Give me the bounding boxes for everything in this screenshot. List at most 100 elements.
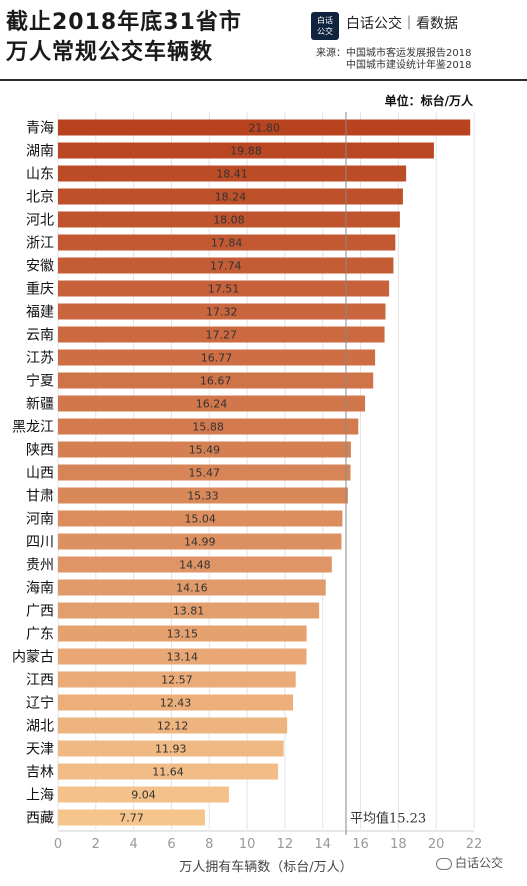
bar-1 — [58, 142, 434, 159]
category-label-27: 天津 — [26, 742, 54, 758]
category-label-5: 浙江 — [26, 236, 54, 252]
value-label-22: 13.15 — [167, 628, 199, 641]
x-tick-label-0: 0 — [54, 837, 62, 852]
bar-25 — [58, 694, 294, 711]
x-tick-label-5: 10 — [239, 837, 256, 852]
category-label-23: 内蒙古 — [12, 650, 54, 666]
value-label-25: 12.43 — [160, 697, 192, 710]
value-label-2: 18.41 — [216, 168, 248, 181]
value-label-13: 15.88 — [192, 421, 224, 434]
category-label-20: 海南 — [26, 581, 54, 597]
bar-16 — [58, 487, 348, 504]
category-label-9: 云南 — [26, 328, 54, 344]
category-label-24: 江西 — [26, 673, 54, 689]
x-tick-label-2: 4 — [129, 837, 137, 852]
value-label-19: 14.48 — [179, 559, 211, 572]
bar-18 — [58, 533, 342, 550]
bar-26 — [58, 717, 288, 734]
x-tick-label-6: 12 — [277, 837, 294, 852]
category-label-17: 河南 — [26, 512, 54, 528]
logo-line-2: 公交 — [317, 27, 333, 36]
brand-name: 白话公交｜看数据 — [346, 16, 458, 32]
category-label-10: 江苏 — [26, 351, 54, 367]
footer-brand-text: 白话公交 — [455, 856, 504, 870]
value-label-6: 17.74 — [210, 260, 242, 273]
value-label-15: 15.47 — [189, 467, 221, 480]
source-line-2: 中国城市建设统计年鉴2018 — [346, 60, 472, 71]
value-label-5: 17.84 — [211, 237, 243, 250]
value-label-11: 16.67 — [200, 375, 232, 388]
bar-20 — [58, 579, 326, 596]
category-label-18: 四川 — [26, 535, 54, 551]
category-label-29: 上海 — [26, 788, 54, 804]
value-label-17: 15.04 — [184, 513, 216, 526]
bar-12 — [58, 395, 366, 412]
bar-21 — [58, 602, 320, 619]
header-divider — [0, 79, 527, 81]
bar-4 — [58, 211, 400, 228]
value-label-26: 12.12 — [157, 720, 189, 733]
bar-15 — [58, 464, 351, 481]
category-label-0: 青海 — [26, 121, 54, 137]
bar-23 — [58, 648, 307, 665]
category-label-21: 广西 — [26, 604, 54, 620]
x-tick-label-4: 8 — [205, 837, 213, 852]
x-tick-label-1: 2 — [92, 837, 100, 852]
value-label-12: 16.24 — [196, 398, 228, 411]
category-label-11: 宁夏 — [26, 373, 54, 390]
bar-14 — [58, 441, 351, 458]
bar-17 — [58, 510, 343, 527]
value-label-16: 15.33 — [187, 490, 219, 503]
bar-8 — [58, 303, 386, 320]
source-line-1: 来源：中国城市客运发展报告2018 — [316, 48, 472, 59]
bar-27 — [58, 740, 284, 757]
bar-19 — [58, 556, 332, 573]
category-label-13: 黑龙江 — [12, 420, 54, 436]
bar-0 — [58, 119, 471, 136]
category-label-26: 湖北 — [26, 719, 54, 735]
category-label-19: 贵州 — [26, 558, 54, 574]
category-label-3: 北京 — [26, 190, 54, 206]
footer-brand: 白话公交 — [436, 854, 503, 871]
x-axis-title: 万人拥有车辆数（标台/万人） — [179, 859, 352, 875]
bar-9 — [58, 326, 385, 343]
x-tick-label-10: 20 — [428, 837, 445, 852]
bar-30 — [58, 809, 205, 826]
wechat-icon — [436, 857, 452, 870]
bar-13 — [58, 418, 359, 435]
x-tick-label-11: 22 — [466, 837, 483, 852]
value-label-7: 17.51 — [208, 283, 240, 296]
bar-7 — [58, 280, 390, 297]
bar-3 — [58, 188, 403, 205]
chart-title: 截止2018年底31省市 万人常规公交车辆数 — [6, 8, 242, 68]
value-label-3: 18.24 — [215, 191, 247, 204]
category-label-14: 陕西 — [26, 443, 54, 459]
category-label-28: 吉林 — [26, 765, 54, 781]
value-label-21: 13.81 — [173, 605, 205, 618]
bar-24 — [58, 671, 296, 688]
category-label-22: 广东 — [26, 627, 54, 643]
category-label-16: 甘肃 — [26, 489, 54, 505]
value-label-4: 18.08 — [213, 214, 245, 227]
category-label-6: 安徽 — [26, 259, 54, 275]
x-tick-label-7: 14 — [314, 837, 331, 852]
value-label-29: 9.04 — [131, 789, 156, 802]
category-label-15: 山西 — [26, 466, 54, 482]
bar-11 — [58, 372, 374, 389]
bar-2 — [58, 165, 407, 182]
category-label-30: 西藏 — [26, 811, 54, 827]
value-label-10: 16.77 — [201, 352, 233, 365]
category-label-2: 山东 — [26, 167, 54, 183]
average-label: 平均值15.23 — [350, 811, 426, 827]
x-tick-label-3: 6 — [167, 837, 175, 852]
value-label-27: 11.93 — [155, 743, 187, 756]
bar-5 — [58, 234, 396, 251]
value-label-1: 19.88 — [230, 145, 262, 158]
unit-label: 单位：标台/万人 — [384, 94, 473, 108]
value-label-18: 14.99 — [184, 536, 216, 549]
value-label-14: 15.49 — [189, 444, 221, 457]
bar-28 — [58, 763, 279, 780]
bar-6 — [58, 257, 394, 274]
category-label-7: 重庆 — [26, 282, 54, 298]
